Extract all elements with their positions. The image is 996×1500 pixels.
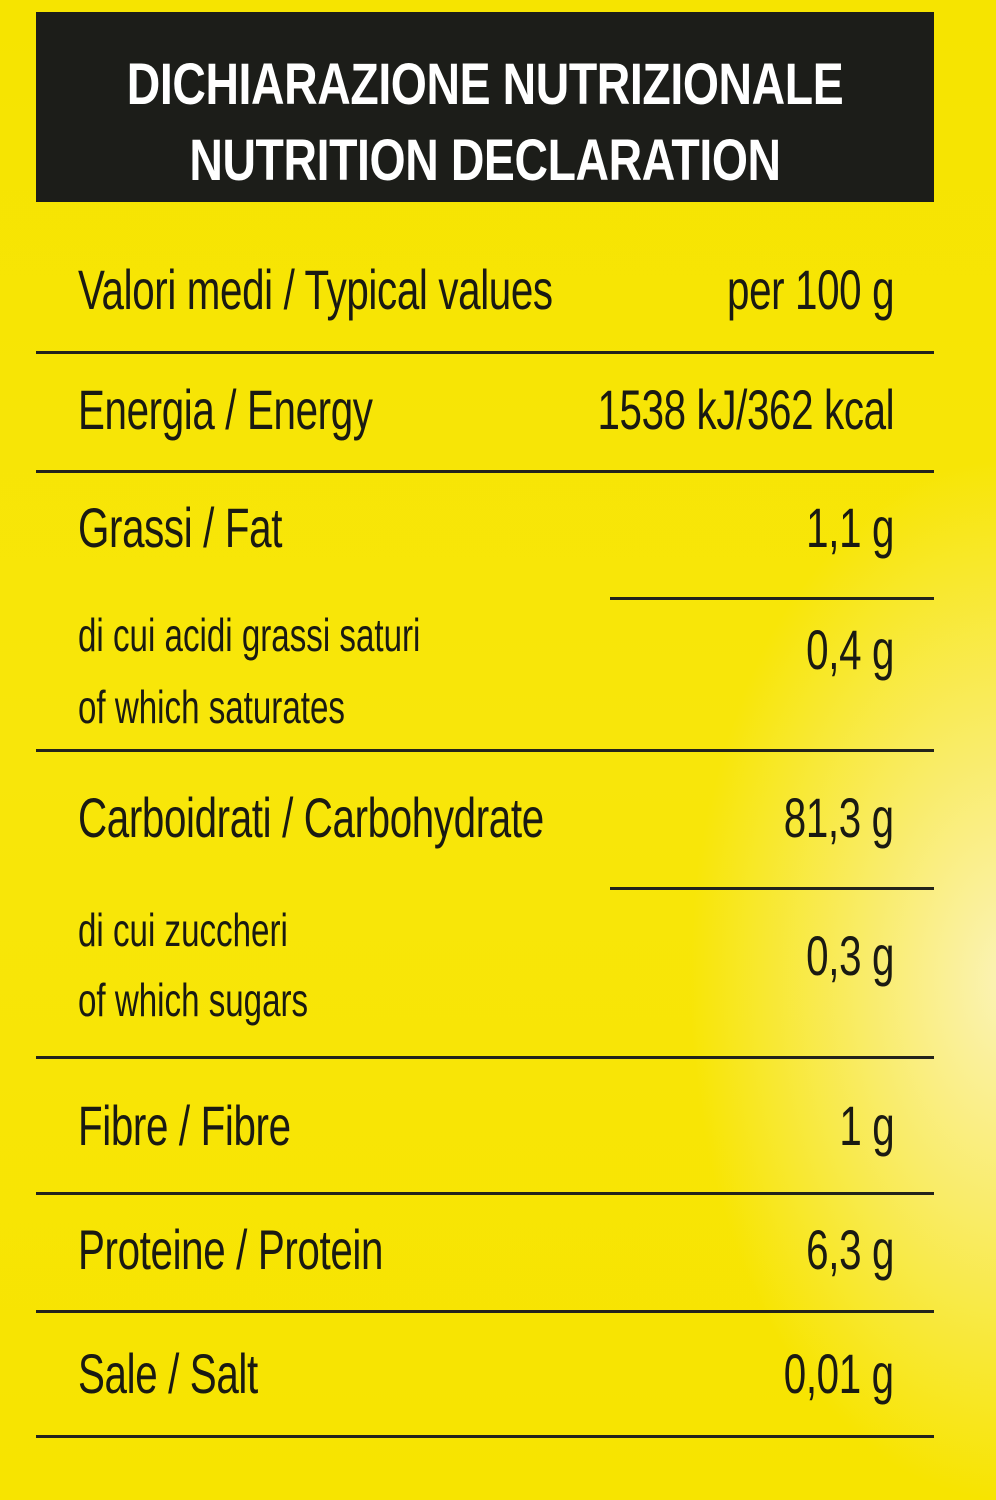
column-label: Valori medi / Typical values (78, 258, 553, 321)
row-energy-value: 1538 kJ/362 kcal (597, 378, 894, 441)
row-sugars-label-en: of which sugars (78, 974, 309, 1026)
row-saturates-value: 0,4 g (806, 618, 894, 681)
divider (610, 597, 934, 600)
divider (36, 1310, 934, 1313)
row-fibre-value: 1 g (839, 1094, 894, 1157)
divider (36, 749, 934, 752)
row-protein-label: Proteine / Protein (78, 1218, 384, 1281)
row-saturates-label-it: di cui acidi grassi saturi (78, 609, 421, 661)
divider (36, 1192, 934, 1195)
divider (610, 887, 934, 890)
row-sugars-label-it: di cui zuccheri (78, 904, 288, 956)
header-banner: DICHIARAZIONE NUTRIZIONALE NUTRITION DEC… (36, 12, 934, 202)
row-sugars-value: 0,3 g (806, 924, 894, 987)
title-english: NUTRITION DECLARATION (189, 128, 781, 193)
row-fat-label: Grassi / Fat (78, 496, 283, 559)
divider (36, 1435, 934, 1438)
title-italian: DICHIARAZIONE NUTRIZIONALE (126, 52, 844, 117)
row-energy-label: Energia / Energy (78, 378, 373, 441)
row-protein-value: 6,3 g (806, 1218, 894, 1281)
row-carbohydrate-label: Carboidrati / Carbohydrate (78, 786, 544, 849)
divider (36, 1056, 934, 1059)
divider (36, 351, 934, 354)
column-unit: per 100 g (726, 258, 895, 321)
divider (36, 470, 934, 473)
row-salt-value: 0,01 g (784, 1342, 894, 1405)
row-salt-label: Sale / Salt (78, 1342, 258, 1405)
row-fibre-label: Fibre / Fibre (78, 1094, 291, 1157)
row-carbohydrate-value: 81,3 g (784, 786, 894, 849)
row-fat-value: 1,1 g (806, 496, 894, 559)
row-saturates-label-en: of which saturates (78, 681, 345, 733)
